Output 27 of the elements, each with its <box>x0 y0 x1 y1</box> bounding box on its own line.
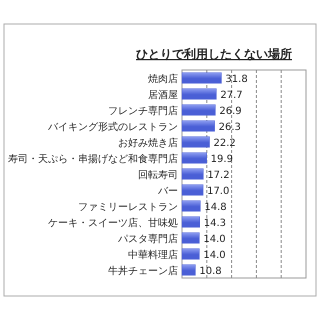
y-tick-label: 中華料理店 <box>128 249 178 261</box>
data-label: 19.9 <box>210 154 233 165</box>
y-tick-label: 回転寿司 <box>138 170 178 181</box>
data-label: 10.8 <box>199 266 222 277</box>
y-tick-label: フレンチ専門店 <box>108 105 178 117</box>
data-label: 27.7 <box>220 90 243 101</box>
chart-title: ひとりで利用したくない場所 <box>136 47 292 61</box>
y-tick-label: バー <box>157 186 178 197</box>
y-tick-label: お好み焼き店 <box>118 137 178 149</box>
data-label: 17.0 <box>207 186 230 197</box>
y-tick-label: パスタ専門店 <box>117 233 178 245</box>
y-tick-label: 牛丼チェーン店 <box>108 265 178 277</box>
y-tick-label: ケーキ・スイーツ店、甘味処 <box>48 217 178 229</box>
data-label: 26.9 <box>219 106 242 117</box>
data-label: 31.8 <box>225 74 248 85</box>
data-label: 14.0 <box>203 250 226 261</box>
data-label: 26.3 <box>218 122 241 133</box>
data-label: 14.0 <box>203 234 226 245</box>
data-label: 17.2 <box>207 170 230 181</box>
y-tick-label: 居酒屋 <box>148 89 178 101</box>
data-label: 14.3 <box>204 218 226 229</box>
y-tick-label: バイキング形式のレストラン <box>47 121 178 133</box>
data-label: 14.8 <box>204 202 227 213</box>
y-tick-label: 寿司・天ぷら・串揚げなど和食専門店 <box>8 153 178 165</box>
y-tick-label: 焼肉店 <box>148 73 178 85</box>
data-label: 22.2 <box>214 138 236 149</box>
y-tick-label: ファミリーレストラン <box>78 202 178 213</box>
